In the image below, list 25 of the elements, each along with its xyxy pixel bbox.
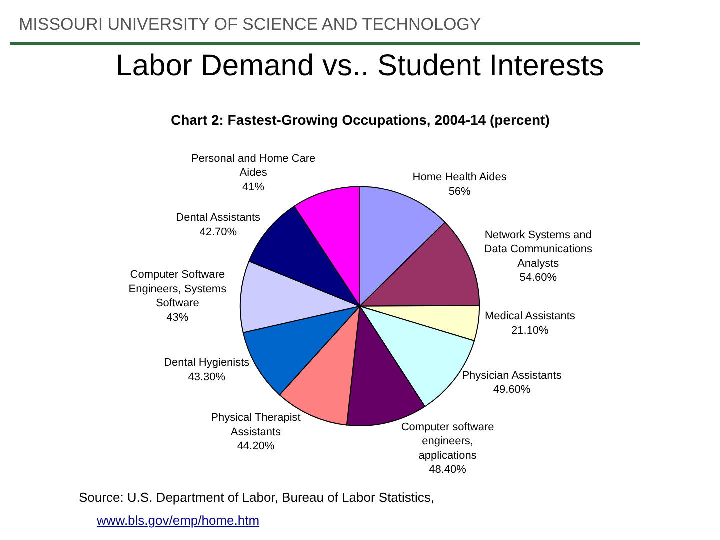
chart-subtitle: Chart 2: Fastest-Growing Occupations, 2004-14 (percent) [171, 112, 550, 128]
text: www.bls.gov/emp/home.htm [96, 513, 260, 528]
slice-label: Network Systems and Data Communications Analysts [484, 229, 593, 270]
slice-label: Dental Assistants [176, 212, 262, 224]
data-label: 56% [448, 186, 472, 198]
slice-label: Computer Software Engineers, Systems Software [128, 269, 228, 310]
data-label: 43.30% [188, 371, 226, 384]
data-label: 43% [166, 312, 189, 324]
data-label: 41% [242, 181, 265, 194]
data-label: 49.60% [493, 384, 531, 396]
slice-label: Physician Assistants [462, 370, 562, 382]
data-label: 54.60% [520, 272, 558, 284]
slice-label: Home Health Aides [412, 172, 508, 184]
data-label: 44.20% [237, 440, 275, 453]
chart-title: Labor Demand vs.. Student Interests [116, 50, 604, 83]
slice-label: Personal and Home Care Aides [192, 152, 316, 180]
data-label: 48.40% [429, 464, 467, 476]
slice-label: Computer software engineers, applications [401, 421, 494, 462]
text: MISSOURI UNIVERSITY OF SCIENCE AND TECHNOLOGY [19, 15, 482, 34]
source-note: Source: U.S. Department of Labor, Bureau of Labor Statistics, [79, 490, 435, 505]
data-label: 42.70% [200, 226, 238, 238]
slice-label: Dental Hygienists [164, 356, 250, 369]
slice-label: Medical Assistants [484, 310, 576, 323]
data-label: 21.10% [512, 324, 550, 337]
slice-label: Physical Therapist Assistants [211, 412, 301, 438]
